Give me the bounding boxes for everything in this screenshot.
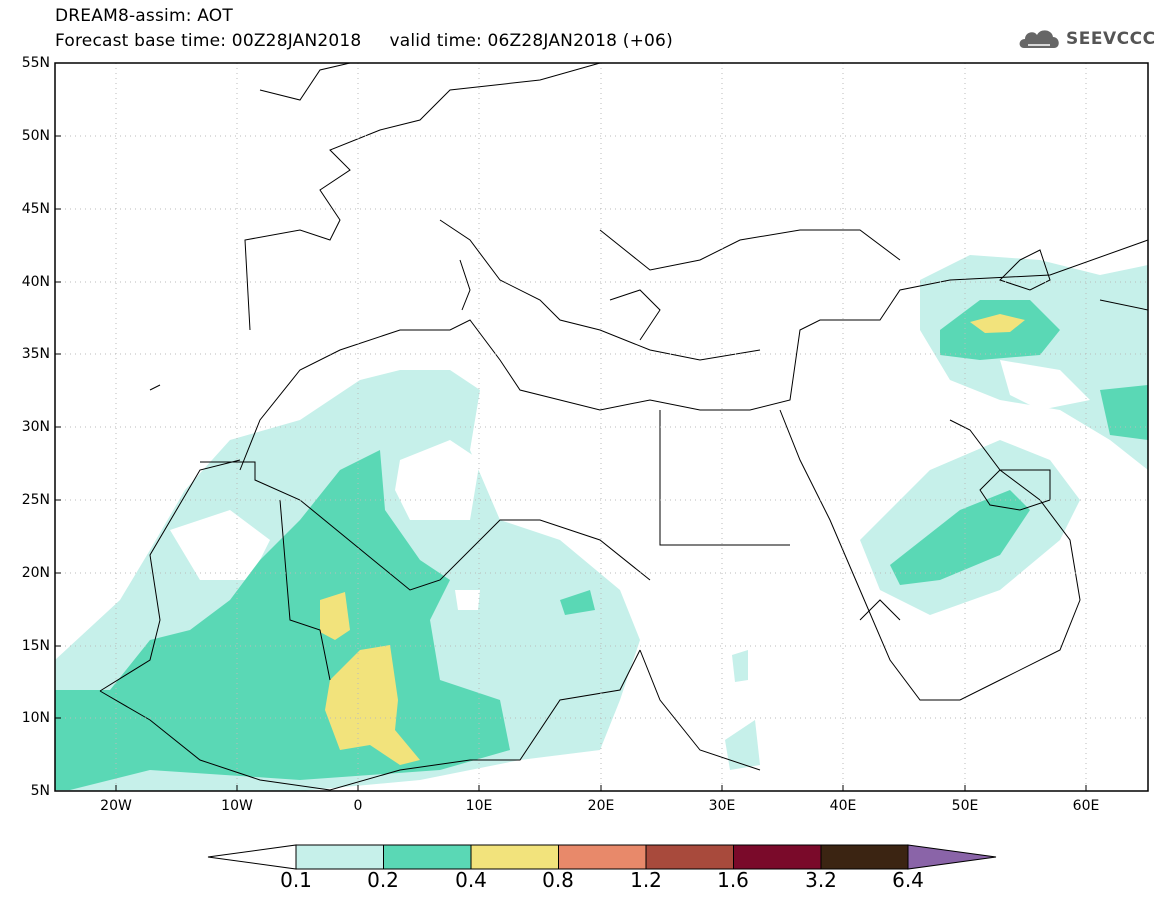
lat-label: 50N bbox=[21, 128, 50, 144]
colorbar-above-arrow bbox=[907, 844, 997, 870]
lon-label: 20W bbox=[100, 798, 132, 814]
lat-label: 55N bbox=[21, 55, 50, 71]
lat-label: 30N bbox=[21, 419, 50, 435]
lon-label: 60E bbox=[1072, 798, 1100, 814]
lat-label: 45N bbox=[21, 201, 50, 217]
colorbar-label: 0.1 bbox=[280, 868, 312, 892]
title-model: DREAM8-assim: AOT bbox=[55, 6, 233, 26]
lat-label: 25N bbox=[21, 492, 50, 508]
gridlines bbox=[55, 63, 1148, 791]
lat-label: 35N bbox=[21, 346, 50, 362]
colorbar-label: 1.6 bbox=[717, 868, 749, 892]
lon-label: 10W bbox=[221, 798, 253, 814]
title-times: Forecast base time: 00Z28JAN2018 valid t… bbox=[55, 31, 673, 51]
colorbar-label: 0.4 bbox=[455, 868, 487, 892]
colorbar-bin-4 bbox=[558, 844, 647, 870]
lon-label: 10E bbox=[465, 798, 493, 814]
colorbar-below-arrow bbox=[207, 844, 297, 870]
colorbar-label: 3.2 bbox=[805, 868, 837, 892]
colorbar-label: 6.4 bbox=[892, 868, 924, 892]
colorbar-bin-5 bbox=[645, 844, 734, 870]
coastlines bbox=[99, 63, 1148, 791]
colorbar-label: 0.2 bbox=[367, 868, 399, 892]
lat-label: 5N bbox=[30, 783, 50, 799]
lat-label: 40N bbox=[21, 274, 50, 290]
colorbar bbox=[207, 844, 997, 870]
ticks bbox=[55, 135, 1087, 791]
lat-label: 10N bbox=[21, 710, 50, 726]
lat-label: 15N bbox=[21, 638, 50, 654]
cloud-icon bbox=[1019, 30, 1059, 48]
colorbar-bin-6 bbox=[733, 844, 822, 870]
lon-label: 40E bbox=[829, 798, 857, 814]
logo-text: SEEVCCC bbox=[1066, 29, 1156, 49]
colorbar-bin-7 bbox=[820, 844, 909, 870]
lon-label: 0 bbox=[353, 798, 363, 814]
lon-label: 20E bbox=[587, 798, 615, 814]
lon-label: 50E bbox=[951, 798, 979, 814]
colorbar-bin-1 bbox=[295, 844, 384, 870]
colorbar-label: 1.2 bbox=[630, 868, 662, 892]
colorbar-bin-2 bbox=[383, 844, 472, 870]
colorbar-label: 0.8 bbox=[542, 868, 574, 892]
lon-label: 30E bbox=[708, 798, 736, 814]
colorbar-bin-3 bbox=[470, 844, 559, 870]
aot-field bbox=[55, 255, 1148, 791]
lat-label: 20N bbox=[21, 565, 50, 581]
